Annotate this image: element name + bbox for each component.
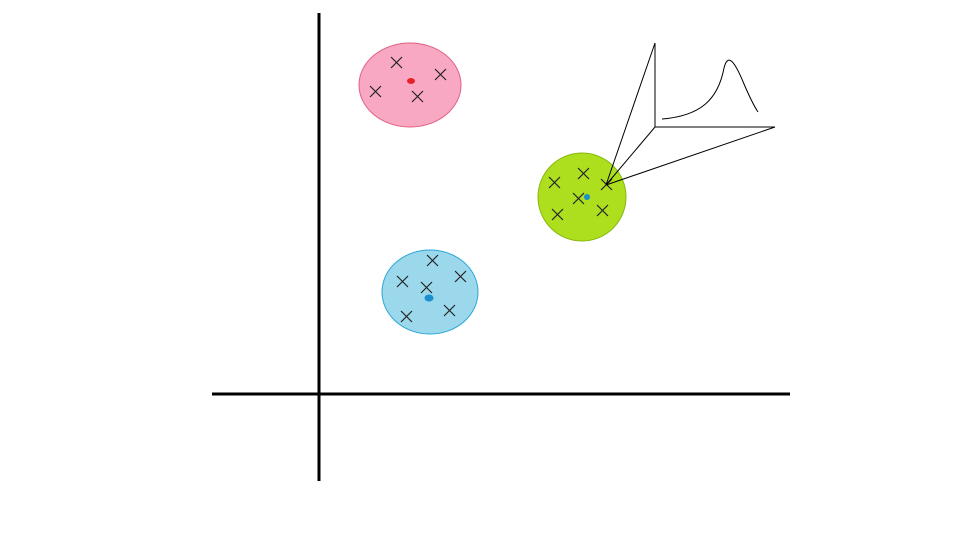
pink-cluster-ellipse <box>358 42 462 128</box>
cross-marker <box>396 275 409 288</box>
cross-marker <box>369 85 382 98</box>
blue-cluster <box>381 249 479 335</box>
cross-marker <box>400 310 413 323</box>
cross-marker <box>572 192 585 205</box>
projection-line-top <box>605 42 656 186</box>
projection-line-middle <box>605 126 656 186</box>
pink-cluster-points <box>369 56 447 103</box>
inset-density-curve <box>661 59 759 120</box>
pink-cluster <box>358 42 462 128</box>
cross-marker <box>426 254 439 267</box>
inset-distribution-plot <box>605 42 776 186</box>
blue-cluster-ellipse <box>381 249 479 335</box>
cross-marker <box>577 167 590 180</box>
cross-marker <box>411 90 424 103</box>
cross-marker <box>390 56 403 69</box>
cross-marker <box>596 204 609 217</box>
cross-marker <box>420 281 433 294</box>
blue-cluster-points <box>396 254 467 323</box>
green-cluster-centroid <box>584 194 590 200</box>
cross-marker <box>434 68 447 81</box>
cross-marker <box>548 176 561 189</box>
cross-marker <box>454 270 467 283</box>
blue-cluster-centroid <box>424 294 434 302</box>
green-cluster <box>537 152 627 242</box>
cross-marker <box>443 304 456 317</box>
cross-marker <box>551 208 564 221</box>
green-cluster-ellipse <box>537 152 627 242</box>
pink-cluster-centroid <box>407 78 415 84</box>
projection-line-bottom <box>605 126 776 186</box>
